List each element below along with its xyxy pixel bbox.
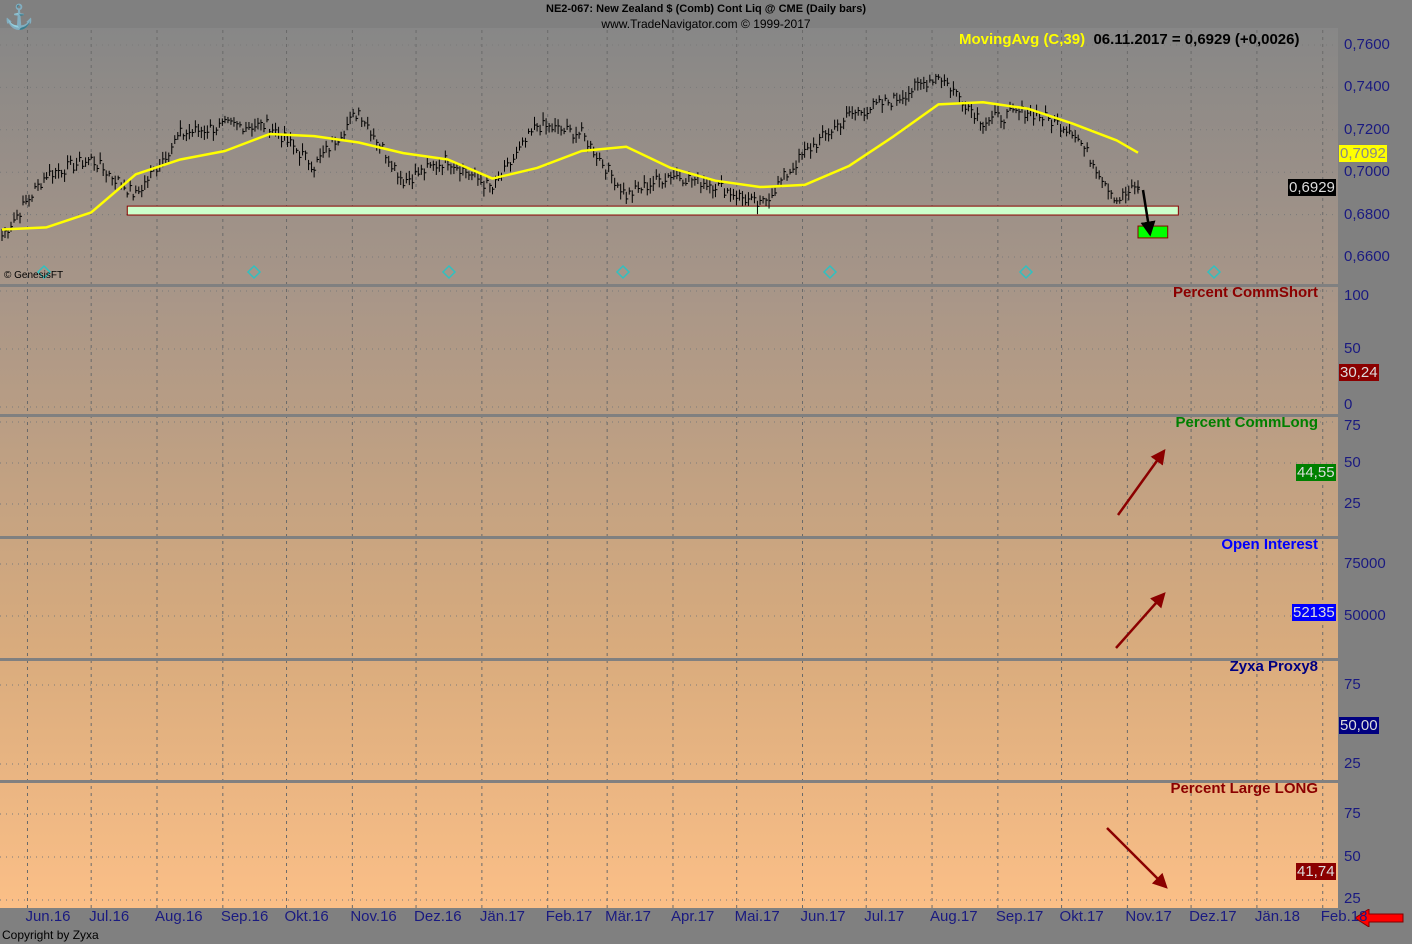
axis-tick-label: 75 [1344, 676, 1361, 693]
axis-tick-label: 0,7400 [1344, 78, 1390, 95]
chart-title: NE2-067: New Zealand $ (Comb) Cont Liq @… [546, 3, 866, 15]
event-marker-icon [615, 264, 631, 280]
date-axis-label: Okt.16 [284, 908, 329, 925]
copyright: Copyright by Zyxa [2, 928, 99, 942]
date-axis-label: Nov.16 [350, 908, 397, 925]
event-marker-icon [1206, 264, 1222, 280]
axis-tick-label: 75 [1344, 417, 1361, 434]
date-axis-label: Dez.16 [414, 908, 462, 925]
date-axis-label: Sep.17 [995, 908, 1044, 925]
axis-tick-label: 0,6600 [1344, 248, 1390, 265]
anchor-sextant-logo-icon: ⚓ [4, 4, 34, 31]
date-axis-label: Aug.17 [930, 908, 978, 925]
panel-title-percent-commshort: Percent CommShort [1172, 284, 1318, 301]
panel-title-open-interest: Open Interest [1221, 536, 1318, 553]
event-marker-icon [441, 264, 457, 280]
date-axis-label: Jän.17 [479, 908, 525, 925]
date-axis-label: Feb.17 [545, 908, 593, 925]
date-axis-label: Jun.16 [25, 908, 71, 925]
event-marker-icon [822, 264, 838, 280]
genesis-credit: © GenesisFT [4, 270, 64, 281]
last-value-label: 52135 [1292, 604, 1336, 621]
axis-tick-label: 0,7600 [1344, 36, 1390, 53]
up-arrow-icon [1115, 592, 1166, 649]
ma-legend-value: 06.11.2017 = 0,6929 (+0,0026) [1093, 31, 1300, 48]
panel-separator [0, 284, 1338, 287]
last-value-label: 30,24 [1339, 364, 1379, 381]
date-axis-label: Jul.17 [864, 908, 905, 925]
date-axis-label: Dez.17 [1189, 908, 1237, 925]
scroll-right-arrow-icon[interactable] [1354, 908, 1405, 928]
event-marker-icon [36, 264, 52, 280]
down-arrow-icon [1140, 189, 1156, 237]
date-axis-label: Jän.18 [1254, 908, 1300, 925]
date-axis-label: Apr.17 [670, 908, 715, 925]
axis-tick-label: 25 [1344, 890, 1361, 907]
panel-separator [0, 414, 1338, 417]
last-value-label: 50,00 [1339, 717, 1379, 734]
value-axis [1338, 28, 1412, 908]
axis-tick-label: 0,7000 [1344, 163, 1390, 180]
moving-average-line [1, 100, 1139, 231]
down-arrow-icon [1106, 827, 1168, 889]
last-value-label: 44,55 [1296, 464, 1336, 481]
ma-last-value-label: 0,7092 [1339, 145, 1387, 162]
event-marker-icon [246, 264, 262, 280]
date-axis-label: Mai.17 [734, 908, 780, 925]
axis-tick-label: 50 [1344, 848, 1361, 865]
axis-tick-label: 0,6800 [1344, 206, 1390, 223]
date-axis-label: Mär.17 [605, 908, 652, 925]
date-axis-label: Jun.17 [800, 908, 846, 925]
axis-tick-label: 50 [1344, 340, 1361, 357]
chart-plot-area[interactable] [0, 28, 1338, 908]
ma-legend-name: MovingAvg (C,39) [959, 31, 1086, 48]
ma-legend: MovingAvg (C,39) 06.11.2017 = 0,6929 (+0… [959, 31, 1299, 48]
axis-tick-label: 25 [1344, 495, 1361, 512]
support-zone [126, 205, 1179, 216]
date-axis-label: Sep.16 [220, 908, 269, 925]
panel-title-percent-commlong: Percent CommLong [1175, 414, 1318, 431]
panel-separator [0, 658, 1338, 661]
axis-tick-label: 25 [1344, 755, 1361, 772]
date-axis-label: Okt.17 [1059, 908, 1104, 925]
panel-title-zyxa-proxy8: Zyxa Proxy8 [1229, 658, 1318, 675]
axis-tick-label: 50 [1344, 454, 1361, 471]
axis-tick-label: 50000 [1344, 607, 1386, 624]
axis-tick-label: 75 [1344, 805, 1361, 822]
panel-separator [0, 780, 1338, 783]
date-axis-label: Feb.18 [1320, 908, 1368, 925]
panel-title-percent-large-long: Percent Large LONG [1170, 780, 1318, 797]
axis-tick-label: 0 [1344, 396, 1353, 413]
panel-separator [0, 536, 1338, 539]
chart-subtitle: www.TradeNavigator.com © 1999-2017 [601, 17, 811, 31]
last-value-label: 41,74 [1296, 863, 1336, 880]
date-axis-label: Jul.16 [89, 908, 130, 925]
axis-tick-label: 100 [1344, 287, 1370, 304]
date-axis-label: Nov.17 [1125, 908, 1172, 925]
up-arrow-icon [1116, 448, 1166, 516]
target-zone [1137, 225, 1169, 239]
close-last-value-label: 0,6929 [1288, 179, 1336, 196]
axis-tick-label: 0,7200 [1344, 121, 1390, 138]
date-axis-label: Aug.16 [155, 908, 203, 925]
event-marker-icon [1018, 264, 1034, 280]
axis-tick-label: 75000 [1344, 555, 1386, 572]
